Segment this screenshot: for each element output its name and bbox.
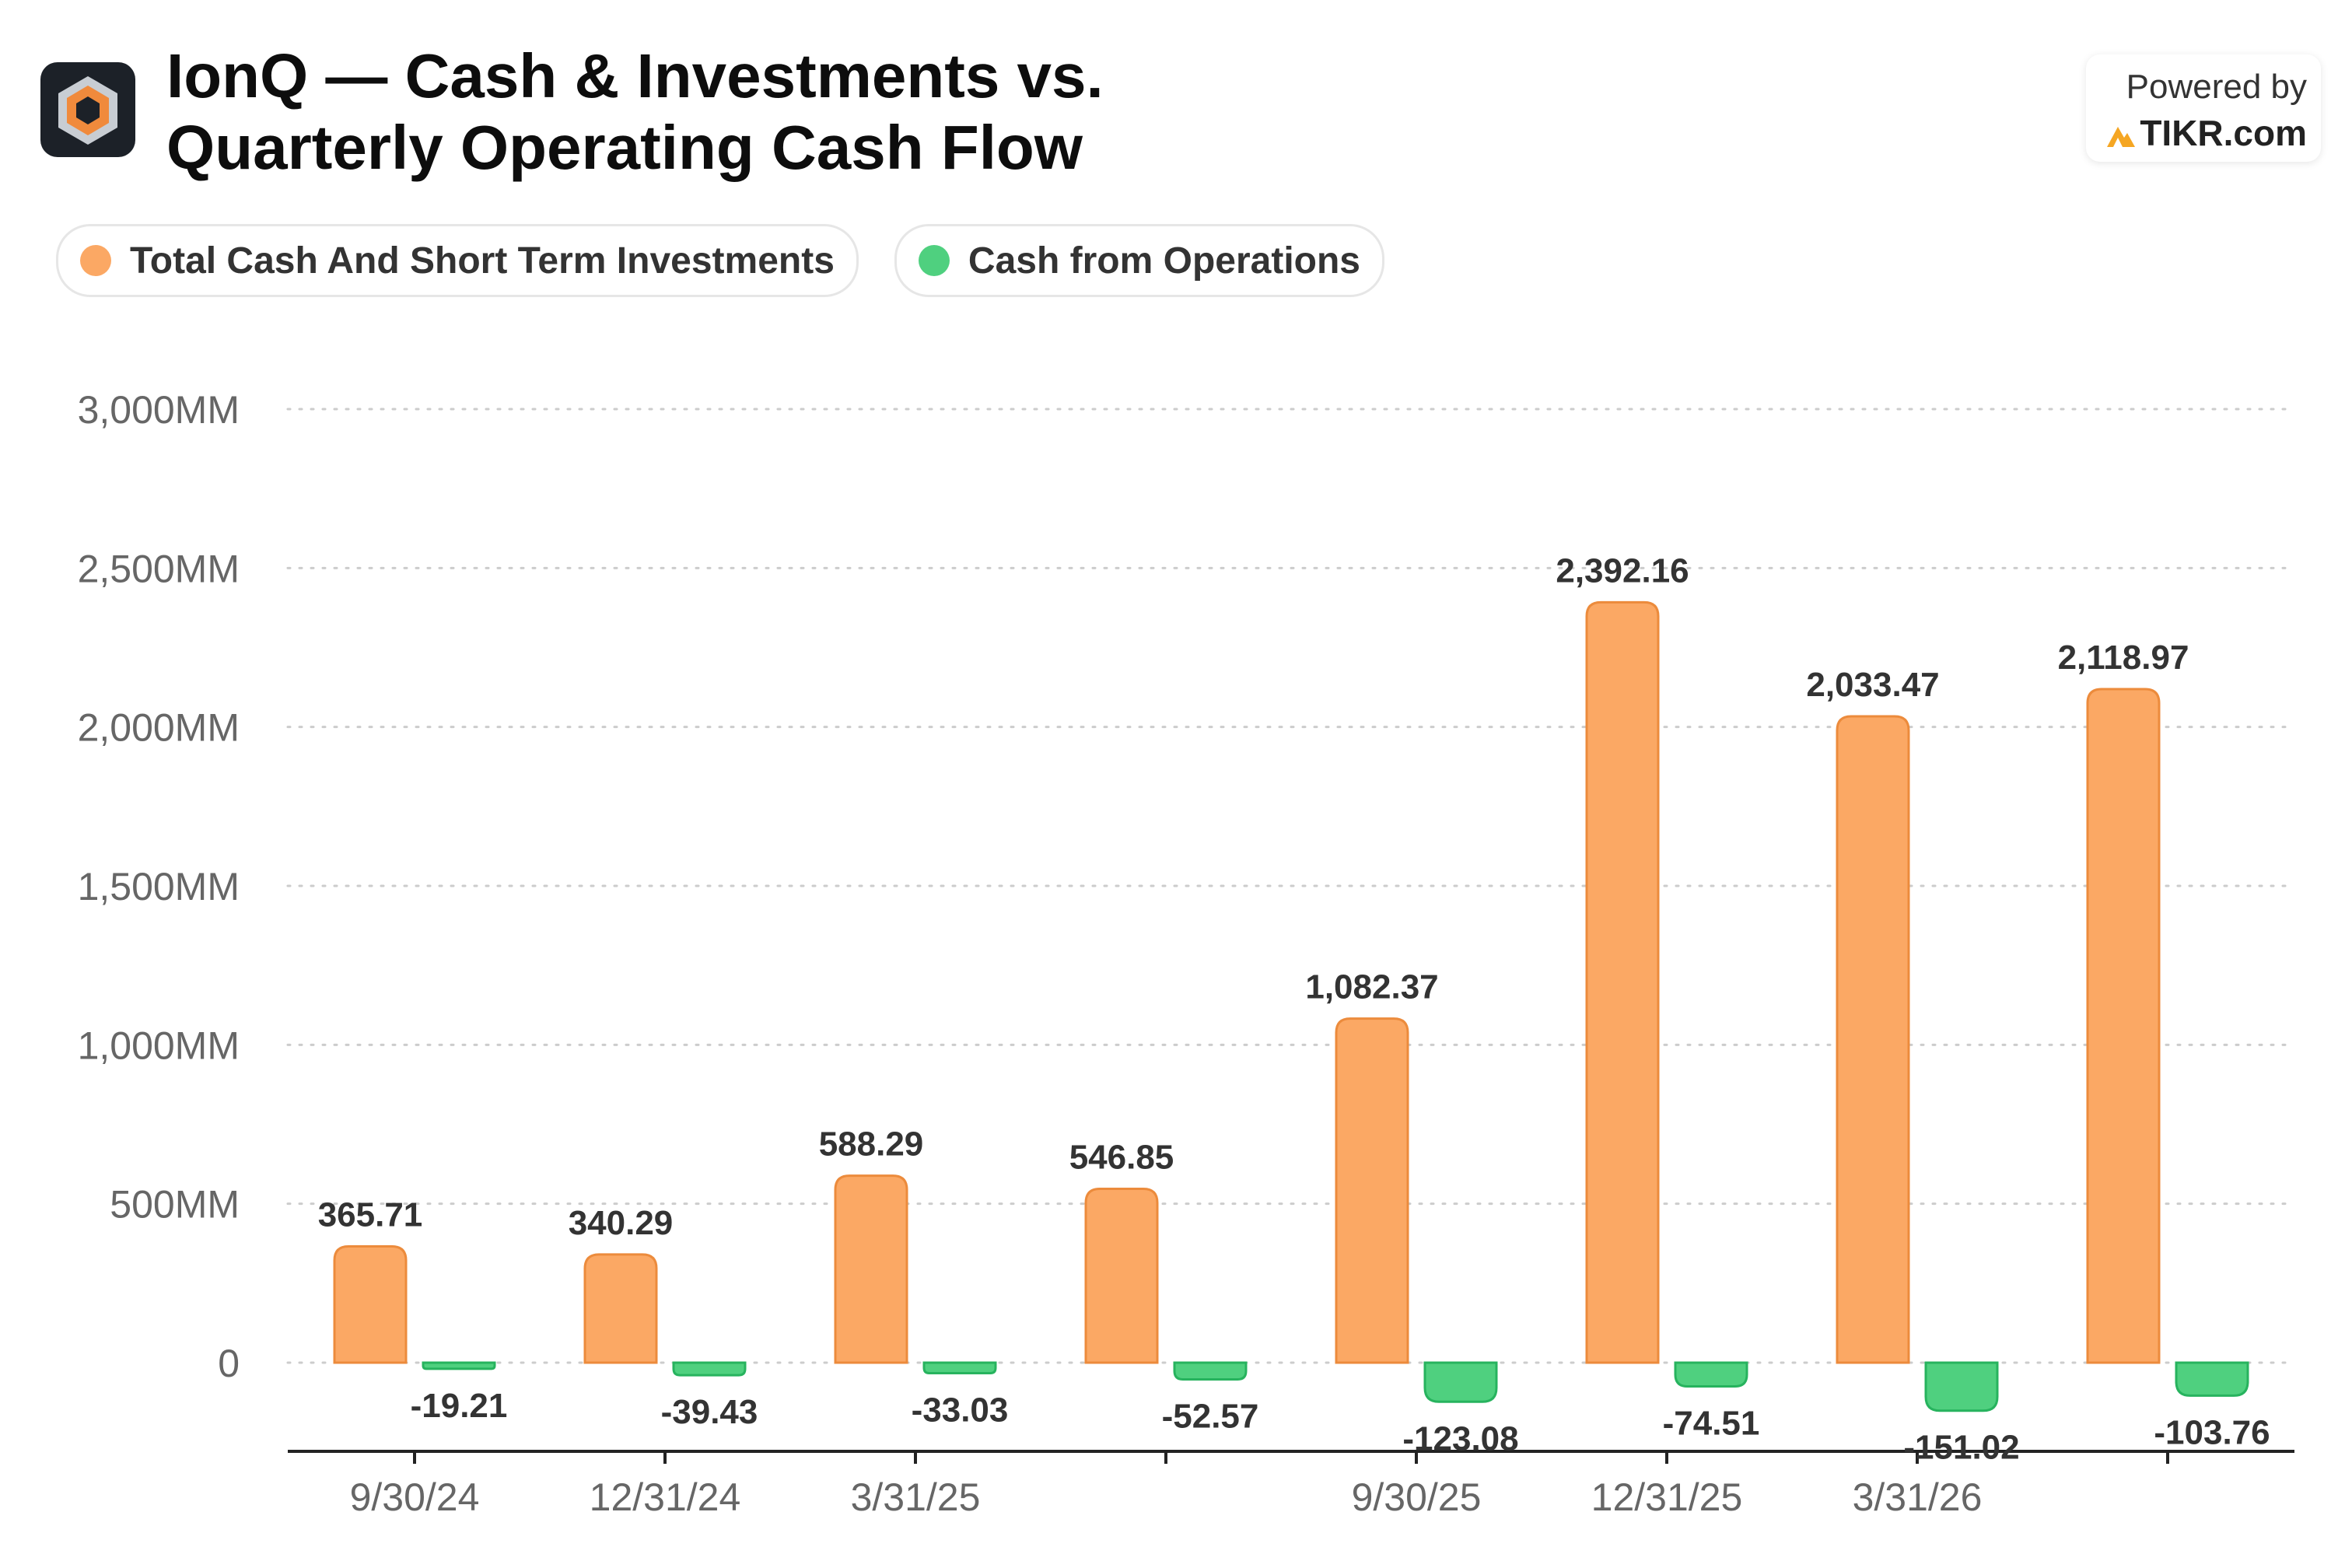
data-label-operations: -151.02 (1903, 1429, 2019, 1467)
powered-by-text: Powered by (2126, 68, 2307, 106)
chart-legend: Total Cash And Short Term Investments Ca… (56, 224, 1384, 297)
bar-cash (333, 1245, 408, 1364)
hexagon-logo-icon (58, 76, 117, 145)
bar-cash (1335, 1017, 1409, 1364)
brand-label: TIKR.com (2086, 109, 2307, 157)
legend-label-cash: Total Cash And Short Term Investments (130, 240, 835, 282)
data-label-operations: -74.51 (1663, 1404, 1760, 1442)
bar-operations (1924, 1361, 1999, 1412)
bar-operations (1674, 1361, 1748, 1388)
bar-cash (834, 1174, 908, 1364)
y-tick-label: 1,000MM (78, 1024, 240, 1067)
data-label-operations: -19.21 (411, 1387, 508, 1425)
bar-operations (2175, 1361, 2249, 1397)
legend-item-operations[interactable]: Cash from Operations (894, 224, 1384, 297)
bar-operations (1173, 1361, 1248, 1381)
bar-operations (672, 1361, 747, 1377)
x-tick-label: 12/31/24 (590, 1475, 741, 1519)
data-label-operations: -33.03 (912, 1391, 1009, 1429)
data-label-operations: -103.76 (2154, 1413, 2270, 1451)
tikr-mountain-icon (2107, 127, 2136, 147)
y-tick-label: 500MM (110, 1183, 240, 1227)
ionq-logo (40, 62, 135, 157)
data-label-cash: 365.71 (318, 1196, 423, 1234)
bar-cash (1585, 600, 1660, 1364)
y-tick-label: 3,000MM (78, 388, 240, 432)
bar-cash (1836, 715, 1910, 1364)
y-tick-label: 0 (218, 1342, 240, 1385)
data-label-cash: 340.29 (569, 1204, 674, 1242)
bar-cash (583, 1253, 658, 1364)
bar-operations (1423, 1361, 1498, 1403)
data-label-operations: -123.08 (1402, 1419, 1518, 1458)
y-tick-label: 1,500MM (78, 865, 240, 908)
legend-dot-green-icon (918, 245, 950, 276)
data-label-cash: 2,392.16 (1556, 551, 1689, 590)
y-tick-label: 2,000MM (78, 706, 240, 750)
data-label-cash: 588.29 (819, 1125, 924, 1164)
data-label-cash: 1,082.37 (1305, 968, 1438, 1006)
data-label-cash: 546.85 (1069, 1139, 1174, 1177)
bar-operations (922, 1361, 997, 1374)
bar-operations (422, 1361, 496, 1370)
x-tick-label: 9/30/24 (350, 1475, 480, 1519)
x-tick-label: 12/31/25 (1591, 1475, 1743, 1519)
title-line-2: Quarterly Operating Cash Flow (166, 113, 1083, 182)
legend-dot-orange-icon (80, 245, 111, 276)
bar-cash (1084, 1188, 1159, 1364)
x-tick-label: 3/31/26 (1853, 1475, 1983, 1519)
y-tick-label: 2,500MM (78, 547, 240, 590)
data-label-cash: 2,033.47 (1806, 666, 1939, 704)
x-tick-label: 9/30/25 (1352, 1475, 1482, 1519)
chart-title: IonQ — Cash & Investments vs. Quarterly … (166, 40, 1104, 184)
x-tick-label: 3/31/25 (851, 1475, 981, 1519)
data-label-operations: -52.57 (1162, 1397, 1259, 1435)
powered-by-badge: Powered by TIKR.com (2086, 54, 2321, 162)
data-label-cash: 2,118.97 (2058, 639, 2189, 677)
title-line-1: IonQ — Cash & Investments vs. (166, 41, 1104, 110)
bar-cash (2086, 688, 2161, 1364)
legend-label-operations: Cash from Operations (968, 240, 1360, 282)
legend-item-cash[interactable]: Total Cash And Short Term Investments (56, 224, 859, 297)
brand-text: TIKR.com (2140, 113, 2307, 153)
data-label-operations: -39.43 (661, 1393, 758, 1431)
